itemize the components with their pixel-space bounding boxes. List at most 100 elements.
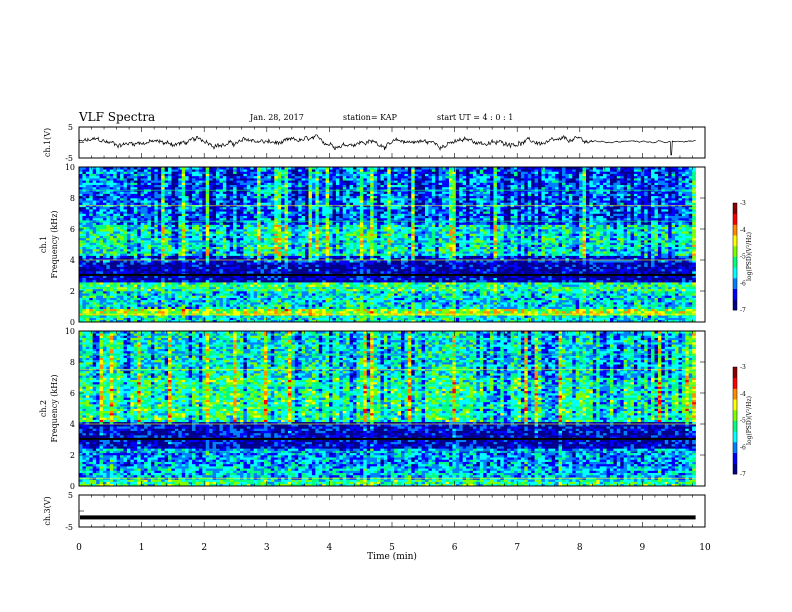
spectrogram-cell [305,277,309,281]
spectrogram-cell [274,302,278,305]
spectrogram-cell [126,248,131,252]
spectrogram-cell [209,299,213,303]
spectrogram-cell [79,266,83,270]
spectrogram-cell [102,295,107,298]
spectrogram-cell [140,191,145,194]
spectrogram-cell [113,299,117,303]
spectrogram-cell [250,244,255,248]
spectrogram-cell [281,257,285,261]
spectrogram-cell [202,171,207,174]
spectrogram-cell [147,308,152,312]
spectrogram-cell [311,271,316,274]
spectrogram-cell [102,251,107,254]
spectrogram-cell [291,206,296,210]
spectrogram-cell [102,202,107,205]
spectrogram-cell [298,167,302,170]
spectrogram-cell [212,291,217,294]
spectrogram-cell [137,244,141,248]
spectrogram-cell [205,213,210,217]
spectrogram-cell [113,291,117,294]
spectrogram-cell [174,237,179,241]
spectrogram-cell [126,229,131,232]
spectrogram-cell [168,260,172,263]
ch1-ytick-label: -5 [65,154,73,163]
spectrogram-cell [205,277,210,281]
spectrogram-cell [140,184,145,188]
spectrogram-cell [287,240,292,243]
spectrogram-cell [209,277,213,281]
spectrogram-cell [298,275,302,279]
spectrogram-cell [246,282,251,285]
spectrogram-cell [102,224,107,228]
spectrogram-cell [277,297,282,301]
spectrogram-cell [222,193,227,197]
spectrogram-cell [216,222,220,225]
spectrogram-cell [233,277,237,281]
spectrogram-cell [89,271,94,274]
spectrogram-cell [157,171,162,174]
spectrogram-cell [270,226,275,230]
spectrogram-cell [157,184,162,188]
spectrogram-cell [243,198,248,201]
spectrogram-cell [157,266,162,270]
spectrogram-cell [281,248,285,252]
spectrogram-cell [209,233,213,236]
spectrogram-cell [192,191,196,194]
spectrogram-cell [212,233,217,236]
spectrogram-cell [216,306,220,310]
spectrogram-cell [229,246,234,250]
spectrogram-cell [202,193,207,197]
spectrogram-cell [150,180,155,183]
spectrogram-cell [301,215,306,219]
spectrogram-cell [133,282,138,285]
spectrogram-cell [130,200,135,203]
spectrogram-cell [267,200,272,203]
spectrogram-cell [287,180,292,183]
spectrogram-cell [92,260,97,263]
spectrogram-cell [274,206,278,210]
spectrogram-cell [236,211,241,214]
ch1-ylabel: ch.1(V) [43,128,52,157]
spectrogram-cell [308,235,313,239]
spectrogram-cell [106,191,111,194]
spectrogram-cell [164,266,169,270]
spectrogram-cell [113,191,117,194]
spectrogram-cell [157,293,162,296]
spectrogram-cell [222,251,227,254]
spectrogram-cell [226,310,231,314]
spectrogram-cell [85,260,90,263]
spectrogram-cell [113,240,117,243]
spectrogram-cell [126,310,131,314]
spectrogram-cell [236,275,241,279]
spectrogram-cell [195,206,200,210]
spectrogram-cell [85,175,90,179]
spectrogram-cell [202,209,207,212]
spectrogram-cell [126,288,131,292]
spectrogram-cell [277,262,282,265]
spectrogram-cell [212,195,217,199]
spectrogram-cell [161,277,165,281]
spectrogram-cell [120,195,124,199]
spectrogram-cell [116,229,121,232]
spectrogram-cell [229,235,234,239]
spectrogram-cell [205,215,210,219]
spectrogram-cell [79,310,83,314]
spectrogram-cell [140,173,145,177]
spectrogram-cell [253,275,258,279]
spectrogram-cell [120,240,124,243]
spectrogram-cell [109,184,114,188]
spectrogram-cell [209,257,213,261]
spectrogram-cell [123,244,128,248]
spectrogram-cell [315,266,320,270]
spectrogram-cell [246,291,251,294]
spectrogram-cell [140,308,145,312]
spectrogram-cell [120,295,124,298]
spectrogram-cell [274,226,278,230]
spectrogram-cell [106,195,111,199]
spectrogram-cell [147,279,152,283]
spectrogram-cell [250,237,255,241]
spectrogram-cell [164,171,169,174]
spectrogram-cell [263,264,268,267]
spectrogram-cell [281,226,285,230]
spectrogram-cell [192,302,196,305]
